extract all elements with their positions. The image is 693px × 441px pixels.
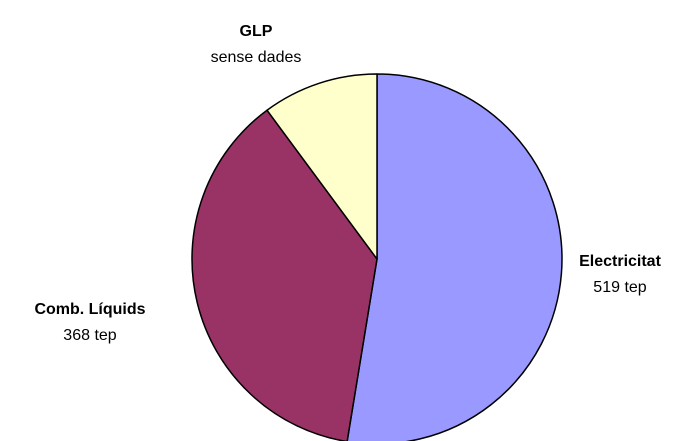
slice-label-glp: GLP sense dades xyxy=(211,23,302,66)
slice-name-electricitat: Electricitat xyxy=(579,253,661,270)
pie-slice-electricitat xyxy=(346,73,563,441)
slice-name-glp: GLP xyxy=(240,23,273,40)
slice-value-comb-liquids: 368 tep xyxy=(63,327,116,344)
slice-label-electricitat: Electricitat 519 tep xyxy=(579,253,661,296)
slice-name-comb-liquids: Comb. Líquids xyxy=(34,301,145,318)
pie-slice-comb-l-quids xyxy=(191,109,378,441)
slice-value-electricitat: 519 tep xyxy=(593,279,646,296)
pie-slices xyxy=(191,73,563,441)
slice-label-comb-liquids: Comb. Líquids 368 tep xyxy=(34,301,145,344)
slice-value-glp: sense dades xyxy=(211,49,302,66)
pie-slice-glp xyxy=(266,73,378,260)
